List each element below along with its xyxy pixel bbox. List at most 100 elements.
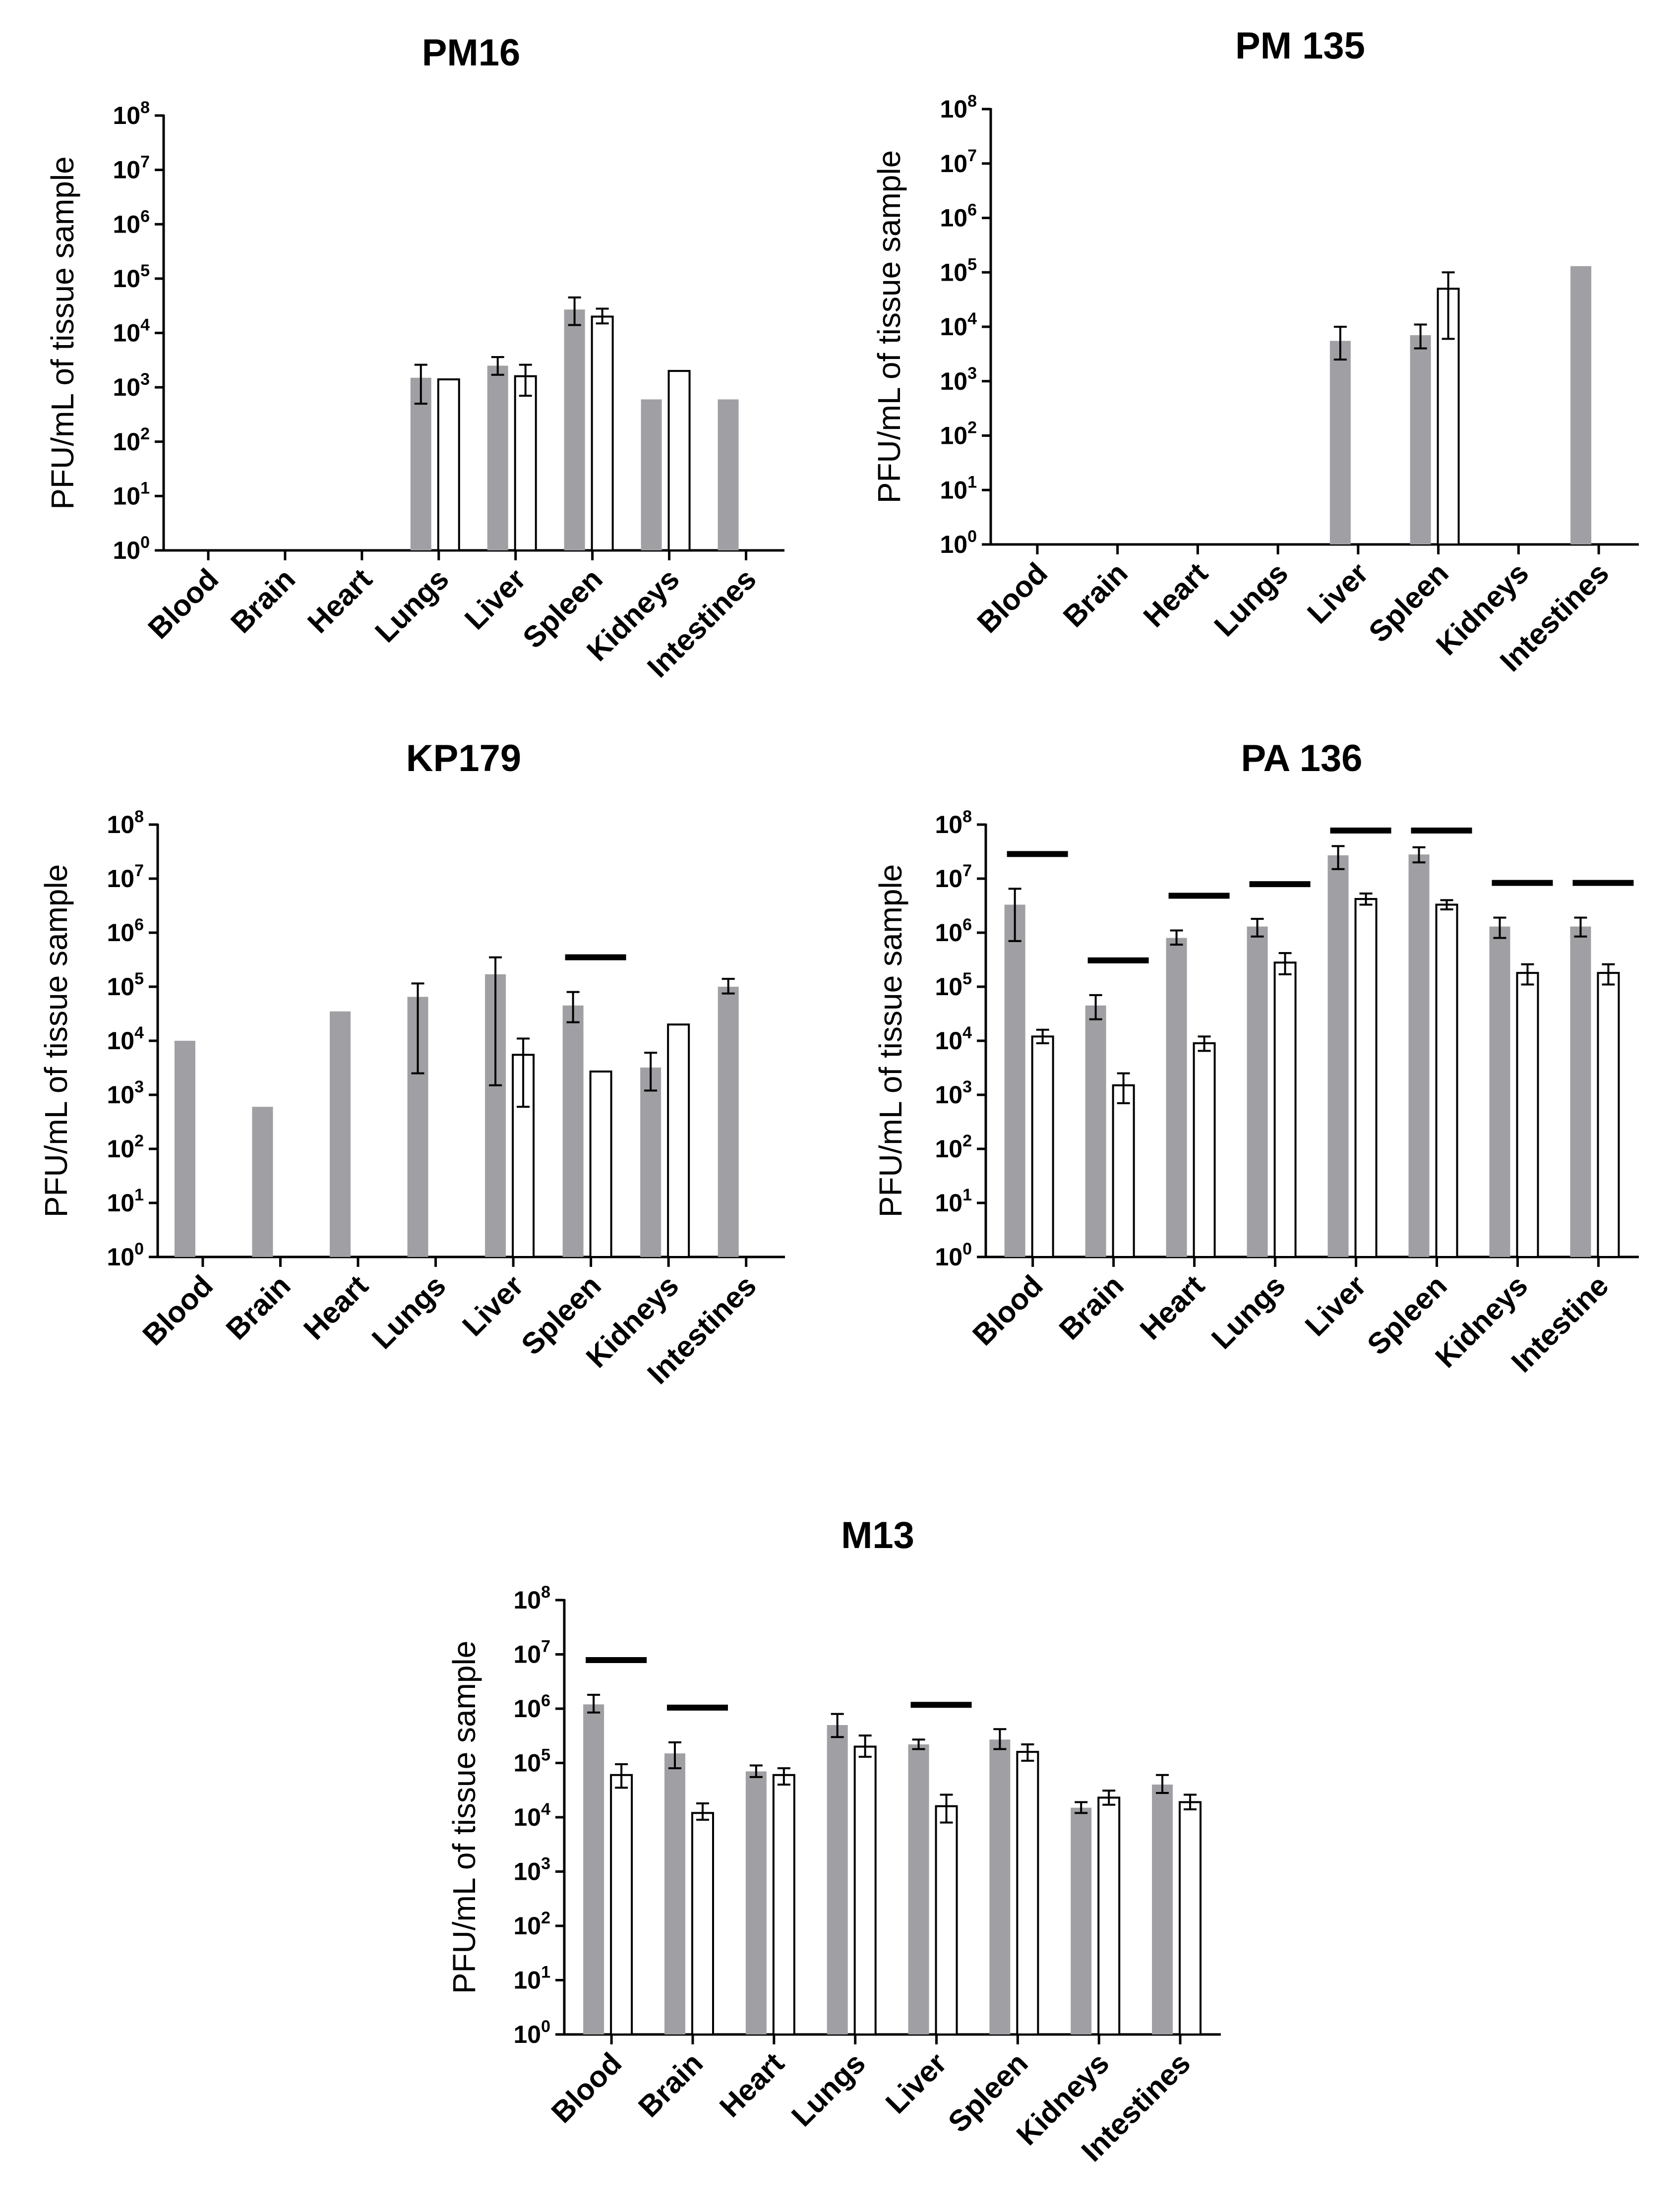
bar-white — [1354, 898, 1378, 1258]
bar-grey — [1329, 341, 1351, 544]
chart-title: PM 135 — [1235, 25, 1365, 67]
bar-grey — [1489, 926, 1510, 1257]
bar-grey — [718, 987, 739, 1257]
bar-grey — [640, 1067, 661, 1257]
y-tick-label: 105 — [940, 255, 977, 286]
chart-panel: M13 PFU/mL of tissue sample 100 101 102 103 10… — [446, 1514, 1221, 2168]
y-tick-label: 108 — [113, 98, 150, 129]
bar-grey — [827, 1725, 848, 2034]
y-tick-label: 105 — [107, 969, 144, 1001]
x-tick-label: Lungs — [785, 2046, 872, 2133]
error-bar — [491, 356, 504, 376]
bar-white — [589, 1070, 612, 1258]
error-bar — [940, 1793, 953, 1824]
bar-white — [772, 1774, 795, 2036]
chart-panel: KP179 PFU/mL of tissue sample 100 101 102 103… — [38, 737, 785, 1390]
x-tick-label: Lungs — [368, 562, 455, 649]
chart-title: PA 136 — [1241, 737, 1362, 779]
bar-white — [514, 375, 537, 551]
x-tick-label: Blood — [142, 562, 225, 646]
y-tick-label: 103 — [113, 370, 150, 401]
error-bar — [1102, 1789, 1116, 1806]
error-bar — [912, 1738, 925, 1750]
chart-title: KP179 — [406, 737, 521, 779]
y-tick-label: 106 — [935, 915, 972, 947]
x-tick-label: Liver — [1299, 1269, 1373, 1343]
bar-grey — [1410, 335, 1431, 544]
error-bar — [489, 956, 502, 1086]
bar-white — [1193, 1042, 1216, 1258]
y-axis-label: PFU/mL of tissue sample — [871, 150, 907, 504]
error-bar — [749, 1764, 763, 1778]
error-bar — [1574, 916, 1587, 938]
error-bar — [1414, 323, 1427, 350]
chart-panel: PM16 PFU/mL of tissue sample 100 101 102 103 1… — [45, 32, 784, 684]
x-tick-label: Brain — [224, 562, 301, 640]
chart-panel: PM 135 PFU/mL of tissue sample 100 101 102 10… — [871, 25, 1639, 678]
bar-grey — [1327, 855, 1349, 1257]
bar-grey — [583, 1704, 604, 2034]
bar-grey — [1085, 1005, 1106, 1257]
y-tick-label: 106 — [940, 201, 977, 232]
error-bar — [568, 296, 581, 326]
bar-grey — [330, 1011, 351, 1257]
error-bar — [1198, 1035, 1211, 1052]
bar-white — [1597, 972, 1620, 1258]
y-tick-label: 101 — [935, 1186, 972, 1217]
bar-grey — [1071, 1807, 1092, 2034]
y-axis-label: PFU/mL of tissue sample — [446, 1641, 482, 1994]
bar-grey — [1247, 926, 1268, 1257]
error-bar — [1521, 963, 1534, 986]
y-tick-label: 102 — [935, 1132, 972, 1163]
x-tick-label: Blood — [136, 1269, 220, 1352]
bar-white — [1516, 972, 1539, 1258]
error-bar — [696, 1802, 710, 1821]
y-tick-label: 100 — [935, 1240, 972, 1271]
y-tick-label: 101 — [107, 1186, 144, 1217]
bar-white — [591, 315, 614, 551]
y-tick-label: 101 — [113, 478, 150, 510]
error-bar — [1278, 952, 1292, 975]
error-bar — [777, 1767, 790, 1786]
x-tick-label: Heart — [301, 562, 378, 640]
bar-white — [691, 1812, 715, 2035]
y-tick-label: 100 — [940, 527, 977, 558]
y-tick-label: 107 — [513, 1637, 550, 1669]
error-bar — [1440, 899, 1453, 910]
error-bar — [566, 991, 580, 1023]
bar-grey — [989, 1739, 1011, 2034]
x-tick-label: Heart — [297, 1269, 374, 1346]
y-tick-label: 106 — [107, 915, 144, 947]
chart-panel: PA 136 PFU/mL of tissue sample 100 101 102 10… — [873, 737, 1639, 1379]
error-bar — [993, 1728, 1007, 1750]
y-tick-label: 106 — [113, 207, 150, 238]
y-tick-label: 105 — [935, 969, 972, 1001]
y-tick-label: 103 — [940, 364, 977, 395]
y-tick-label: 106 — [513, 1691, 550, 1723]
y-tick-label: 100 — [107, 1240, 144, 1271]
x-tick-label: Blood — [545, 2046, 628, 2130]
y-tick-label: 108 — [107, 807, 144, 838]
bar-grey — [1570, 266, 1592, 544]
x-tick-label: Lungs — [1205, 1269, 1292, 1356]
y-tick-label: 107 — [107, 861, 144, 893]
x-tick-label: Liver — [879, 2046, 953, 2120]
y-tick-label: 105 — [513, 1746, 550, 1777]
bar-white — [853, 1745, 877, 2035]
error-bar — [1117, 1072, 1130, 1104]
y-tick-label: 108 — [513, 1583, 550, 1614]
bar-grey — [252, 1107, 273, 1257]
chart-title: M13 — [841, 1514, 914, 1556]
bar-grey — [564, 309, 585, 550]
error-bar — [1021, 1743, 1034, 1762]
x-tick-label: Heart — [1134, 1269, 1211, 1346]
x-tick-label: Liver — [1301, 556, 1375, 630]
bar-white — [667, 1023, 690, 1258]
error-bar — [1089, 994, 1102, 1020]
bar-white — [1016, 1751, 1039, 2036]
bar-grey — [745, 1771, 767, 2034]
bar-white — [1112, 1084, 1135, 1258]
bar-white — [935, 1805, 958, 2036]
